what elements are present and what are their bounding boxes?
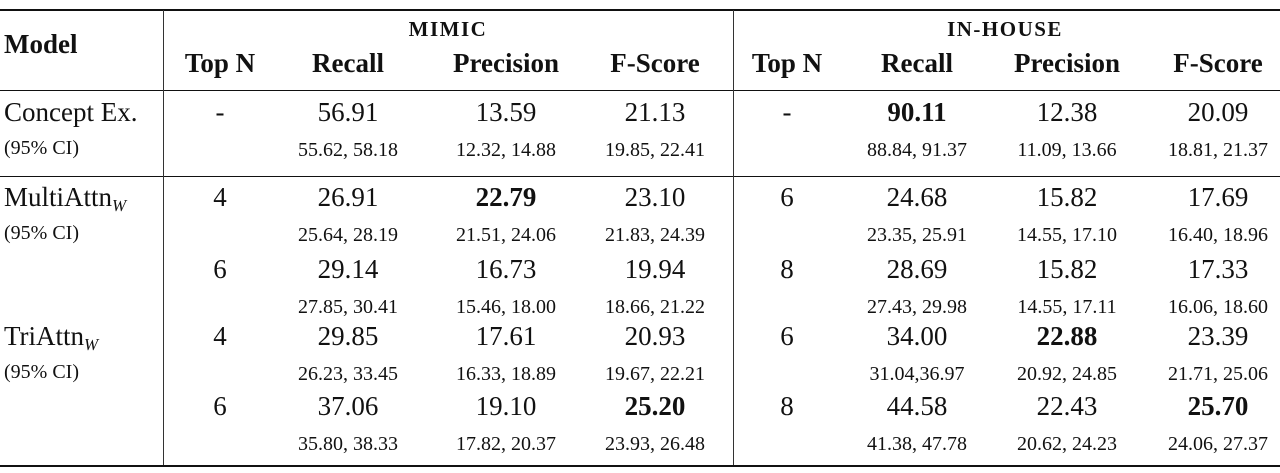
ci-cell: 16.33, 18.89 <box>456 363 556 385</box>
ci-cell: 55.62, 58.18 <box>298 139 398 161</box>
value-cell: 90.11 <box>887 97 947 127</box>
value-cell: 6 <box>213 254 227 284</box>
ci-cell: 21.71, 25.06 <box>1168 363 1268 385</box>
ci-cell: 21.83, 24.39 <box>605 224 705 246</box>
ci-label: (95% CI) <box>4 361 79 383</box>
value-cell: 16.73 <box>475 254 537 284</box>
header-rule <box>0 90 1280 91</box>
model-name: TriAttnW <box>4 321 98 355</box>
ci-cell: 12.32, 14.88 <box>456 139 556 161</box>
bottom-rule <box>0 465 1280 467</box>
ci-cell: 14.55, 17.10 <box>1017 224 1117 246</box>
model-name-text: Concept Ex. <box>4 97 138 127</box>
column-header-recall-mimic: Recall <box>312 48 384 78</box>
value-cell: 22.88 <box>1036 321 1098 351</box>
value-cell: 24.68 <box>886 182 948 212</box>
ci-cell: 31.04,36.97 <box>869 363 965 385</box>
ci-cell: 11.09, 13.66 <box>1017 139 1117 161</box>
ci-cell: 23.93, 26.48 <box>605 433 705 455</box>
mimic-group-header: MIMIC <box>408 17 488 41</box>
value-cell: 26.91 <box>317 182 379 212</box>
value-cell: 37.06 <box>317 391 379 421</box>
ci-cell: 23.35, 25.91 <box>867 224 967 246</box>
value-cell: 22.79 <box>475 182 537 212</box>
ci-cell: 27.43, 29.98 <box>867 296 967 318</box>
value-cell: 44.58 <box>886 391 948 421</box>
value-cell: 29.14 <box>317 254 379 284</box>
ci-cell: 24.06, 27.37 <box>1168 433 1268 455</box>
ci-cell: 19.67, 22.21 <box>605 363 705 385</box>
model-name-subscript: W <box>112 196 127 215</box>
ci-cell: 18.66, 21.22 <box>605 296 705 318</box>
model-column-header: Model <box>4 29 78 59</box>
value-cell: 4 <box>213 321 227 351</box>
value-cell: 6 <box>213 391 227 421</box>
value-cell: 20.93 <box>624 321 686 351</box>
ci-cell: 25.64, 28.19 <box>298 224 398 246</box>
ci-cell: 16.06, 18.60 <box>1168 296 1268 318</box>
value-cell: 29.85 <box>317 321 379 351</box>
model-name-text: TriAttn <box>4 321 85 351</box>
ci-label: (95% CI) <box>4 222 79 244</box>
model-name: Concept Ex. <box>4 97 137 128</box>
column-header-top-n-mimic: Top N <box>184 48 256 78</box>
ci-cell: 20.62, 24.23 <box>1017 433 1117 455</box>
ci-cell: 27.85, 30.41 <box>298 296 398 318</box>
ci-cell: 88.84, 91.37 <box>867 139 967 161</box>
value-cell: 8 <box>780 391 794 421</box>
section-rule <box>0 176 1280 177</box>
column-header-f-score-mimic: F-Score <box>610 48 700 78</box>
value-cell: 25.70 <box>1187 391 1249 421</box>
value-cell: 15.82 <box>1036 254 1098 284</box>
ci-cell: 19.85, 22.41 <box>605 139 705 161</box>
ci-cell: 20.92, 24.85 <box>1017 363 1117 385</box>
model-name-subscript: W <box>84 335 99 354</box>
column-header-precision-mimic: Precision <box>453 48 559 78</box>
value-cell: 19.10 <box>475 391 537 421</box>
model-column-divider <box>163 10 164 465</box>
in-house-group-header: IN-HOUSE <box>947 17 1063 41</box>
ci-cell: 17.82, 20.37 <box>456 433 556 455</box>
value-cell: 22.43 <box>1036 391 1098 421</box>
column-header-f-score-in-house: F-Score <box>1173 48 1263 78</box>
column-header-top-n-in-house: Top N <box>751 48 823 78</box>
value-cell: 25.20 <box>624 391 686 421</box>
value-cell: 8 <box>780 254 794 284</box>
value-cell: 34.00 <box>886 321 948 351</box>
ci-label: (95% CI) <box>4 137 79 159</box>
value-cell: 17.61 <box>475 321 537 351</box>
ci-cell: 41.38, 47.78 <box>867 433 967 455</box>
value-cell: 17.69 <box>1187 182 1249 212</box>
ci-cell: 18.81, 21.37 <box>1168 139 1268 161</box>
value-cell: - <box>215 97 225 127</box>
column-header-precision-in-house: Precision <box>1014 48 1120 78</box>
value-cell: 17.33 <box>1187 254 1249 284</box>
ci-cell: 15.46, 18.00 <box>456 296 556 318</box>
top-rule <box>0 9 1280 11</box>
value-cell: 4 <box>213 182 227 212</box>
value-cell: 21.13 <box>624 97 686 127</box>
ci-cell: 35.80, 38.33 <box>298 433 398 455</box>
model-name: MultiAttnW <box>4 182 126 216</box>
ci-cell: 14.55, 17.11 <box>1017 296 1117 318</box>
value-cell: 19.94 <box>624 254 686 284</box>
value-cell: 15.82 <box>1036 182 1098 212</box>
column-header-recall-in-house: Recall <box>881 48 953 78</box>
model-name-text: MultiAttn <box>4 182 113 212</box>
value-cell: 12.38 <box>1036 97 1098 127</box>
value-cell: 6 <box>780 321 794 351</box>
value-cell: - <box>782 97 792 127</box>
value-cell: 6 <box>780 182 794 212</box>
value-cell: 56.91 <box>317 97 379 127</box>
value-cell: 23.39 <box>1187 321 1249 351</box>
value-cell: 20.09 <box>1187 97 1249 127</box>
ci-cell: 21.51, 24.06 <box>456 224 556 246</box>
value-cell: 13.59 <box>475 97 537 127</box>
group-divider <box>733 10 734 465</box>
value-cell: 28.69 <box>886 254 948 284</box>
value-cell: 23.10 <box>624 182 686 212</box>
ci-cell: 16.40, 18.96 <box>1168 224 1268 246</box>
ci-cell: 26.23, 33.45 <box>298 363 398 385</box>
